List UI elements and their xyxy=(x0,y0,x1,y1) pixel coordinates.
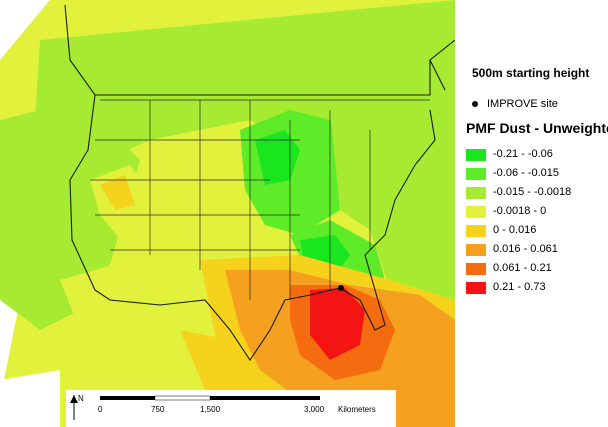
legend-panel: 500m starting height IMPROVE site PMF Du… xyxy=(455,0,608,427)
zone-great-basin-orange xyxy=(100,175,135,210)
zone-east-coast-light-green xyxy=(330,90,455,300)
scale-unit: Kilometers xyxy=(338,405,376,414)
site-dot-icon xyxy=(472,101,478,108)
site-legend-row: IMPROVE site xyxy=(472,98,558,110)
zone-baja-yellow xyxy=(180,330,260,400)
scale-tick-0: 0 xyxy=(98,405,103,414)
legend-swatch xyxy=(466,187,486,199)
scale-segments xyxy=(100,395,320,401)
legend-range-label: -0.21 - -0.06 xyxy=(493,148,553,160)
north-label: N xyxy=(78,394,84,403)
zone-midwest-bright-green xyxy=(255,130,300,185)
scale-tick-3000: 3,000 xyxy=(304,405,325,414)
scale-tick-1500: 1,500 xyxy=(200,405,221,414)
dust-map xyxy=(0,0,455,427)
legend-swatch xyxy=(466,206,486,218)
legend-swatch xyxy=(466,168,486,180)
white-corner-bottom xyxy=(0,370,60,427)
legend-range-label: 0.061 - 0.21 xyxy=(493,262,552,274)
legend-swatch xyxy=(466,282,486,294)
subtitle: 500m starting height xyxy=(472,66,590,80)
north-arrow-icon xyxy=(70,395,78,420)
legend-range-label: 0.016 - 0.061 xyxy=(493,243,558,255)
zone-southwest-yellow xyxy=(60,250,240,340)
legend-range-label: -0.06 - -0.015 xyxy=(493,167,560,179)
legend-range-label: 0 - 0.016 xyxy=(493,224,537,236)
legend-swatch xyxy=(466,149,486,161)
scale-tick-750: 750 xyxy=(151,405,165,414)
legend-swatch xyxy=(466,244,486,256)
legend-swatch xyxy=(466,225,486,237)
white-corner-left xyxy=(0,0,50,60)
coastline-outline xyxy=(64,4,455,361)
scale-bar: N 0 750 1,500 3,000 Kilometers xyxy=(66,390,396,427)
state-boundaries xyxy=(90,99,430,300)
improve-site-marker xyxy=(338,285,344,291)
legend-range-label: 0.21 - 0.73 xyxy=(493,281,546,293)
legend-range-label: -0.0018 - 0 xyxy=(493,205,547,217)
white-corner-bottom-left xyxy=(0,300,20,400)
legend-swatch xyxy=(466,263,486,275)
site-label: IMPROVE site xyxy=(487,98,558,110)
legend-range-label: -0.015 - -0.0018 xyxy=(493,186,572,198)
zone-gulf-red xyxy=(310,288,365,360)
legend-title: PMF Dust - Unweighted xyxy=(466,120,608,136)
